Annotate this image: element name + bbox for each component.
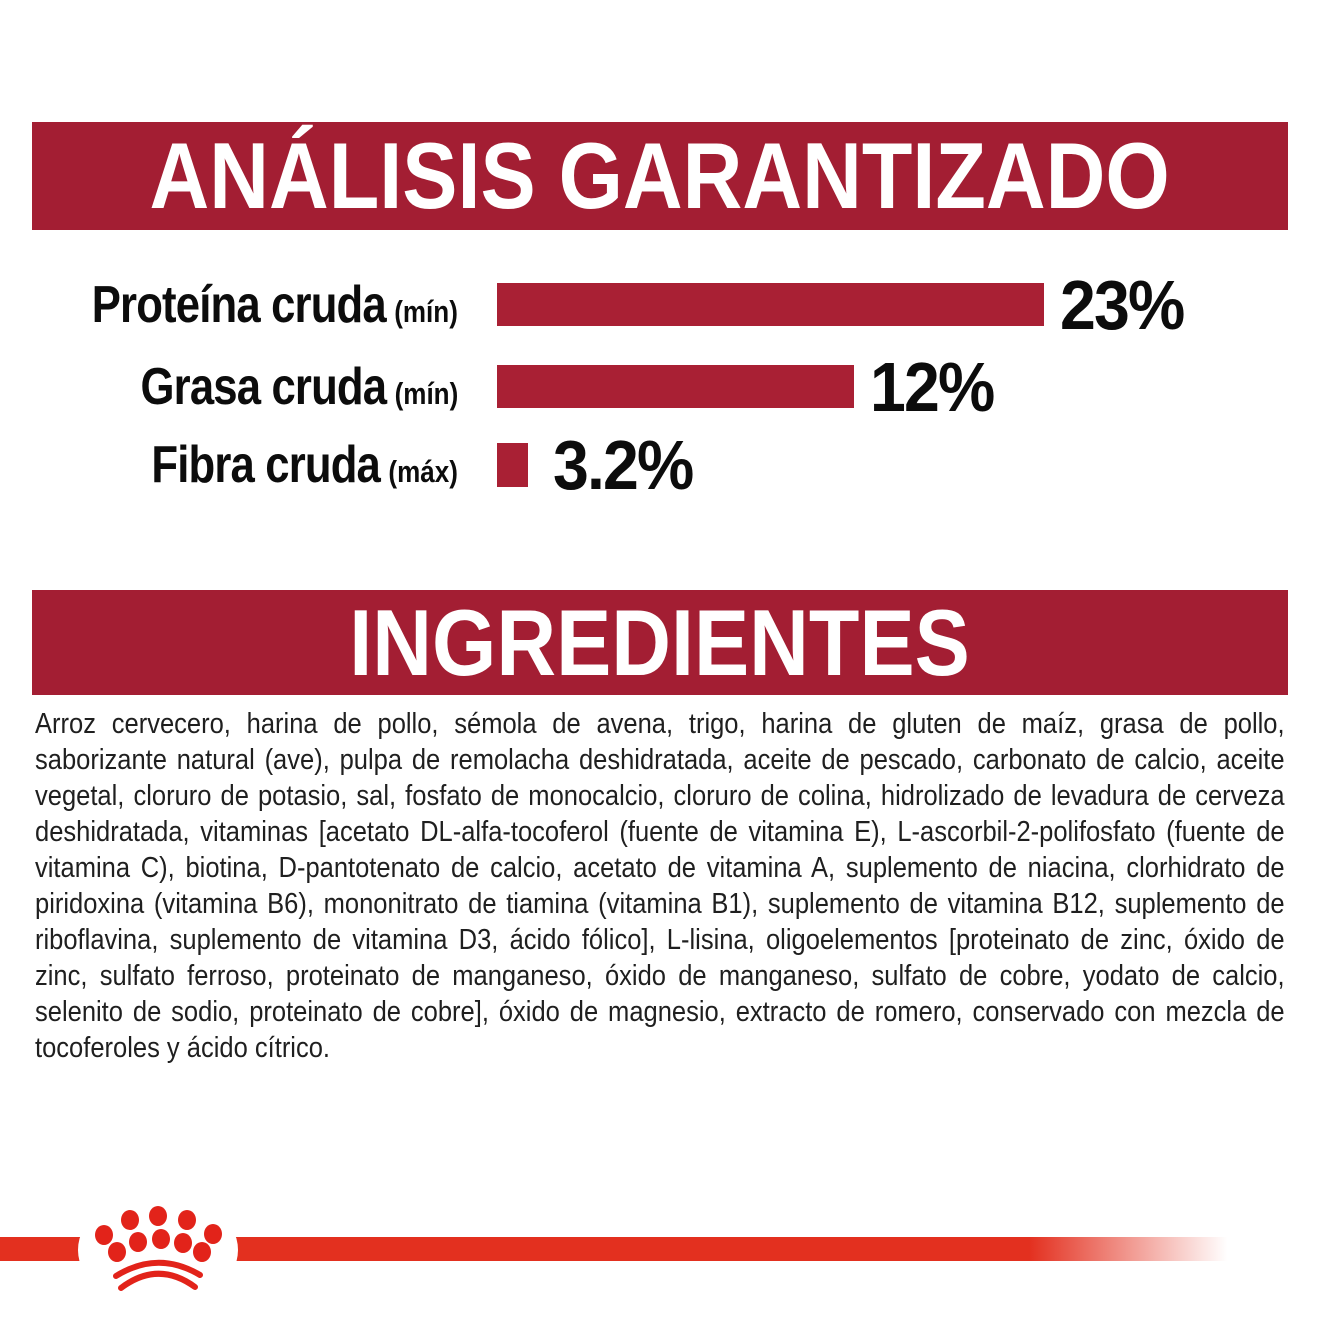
- nutrient-qualifier: (mín): [394, 375, 458, 411]
- chart-row-fibra: Fibra cruda (máx) 3.2%: [0, 426, 1320, 504]
- royal-canin-crown-icon: [95, 1206, 222, 1291]
- bar-proteina: [497, 283, 1044, 326]
- nutrient-label-group: Grasa cruda (mín): [140, 357, 458, 417]
- chart-row-grasa: Grasa cruda (mín) 12%: [0, 347, 1320, 426]
- bar-grasa: [497, 365, 854, 408]
- nutrient-label: Grasa cruda: [140, 357, 387, 416]
- ingredients-paragraph: Arroz cervecero, harina de pollo, sémola…: [35, 708, 1285, 1064]
- ingredients-banner: INGREDIENTES: [32, 590, 1288, 695]
- nutrient-label: Fibra cruda: [151, 436, 381, 494]
- guaranteed-analysis-title: ANÁLISIS GARANTIZADO: [149, 123, 1171, 228]
- nutrient-label-box: Grasa cruda (mín): [0, 358, 458, 416]
- nutrient-label-box: Fibra cruda (máx): [0, 436, 458, 494]
- nutrient-label-group: Fibra cruda (máx): [151, 435, 458, 495]
- chart-row-proteina: Proteína cruda (mín) 23%: [0, 265, 1320, 344]
- nutrient-value: 23%: [1060, 265, 1185, 344]
- bar-fibra: [497, 443, 528, 487]
- nutrient-label-box: Proteína cruda (mín): [0, 276, 458, 334]
- ingredients-title: INGREDIENTES: [349, 589, 971, 695]
- nutrient-label: Proteína cruda: [91, 275, 387, 334]
- nutrient-value: 3.2%: [553, 426, 694, 504]
- nutrient-value: 12%: [870, 347, 995, 426]
- nutrient-label-group: Proteína cruda (mín): [92, 275, 458, 335]
- nutrient-qualifier: (máx): [388, 454, 458, 489]
- nutrient-qualifier: (mín): [394, 293, 458, 329]
- guaranteed-analysis-banner: ANÁLISIS GARANTIZADO: [32, 122, 1288, 230]
